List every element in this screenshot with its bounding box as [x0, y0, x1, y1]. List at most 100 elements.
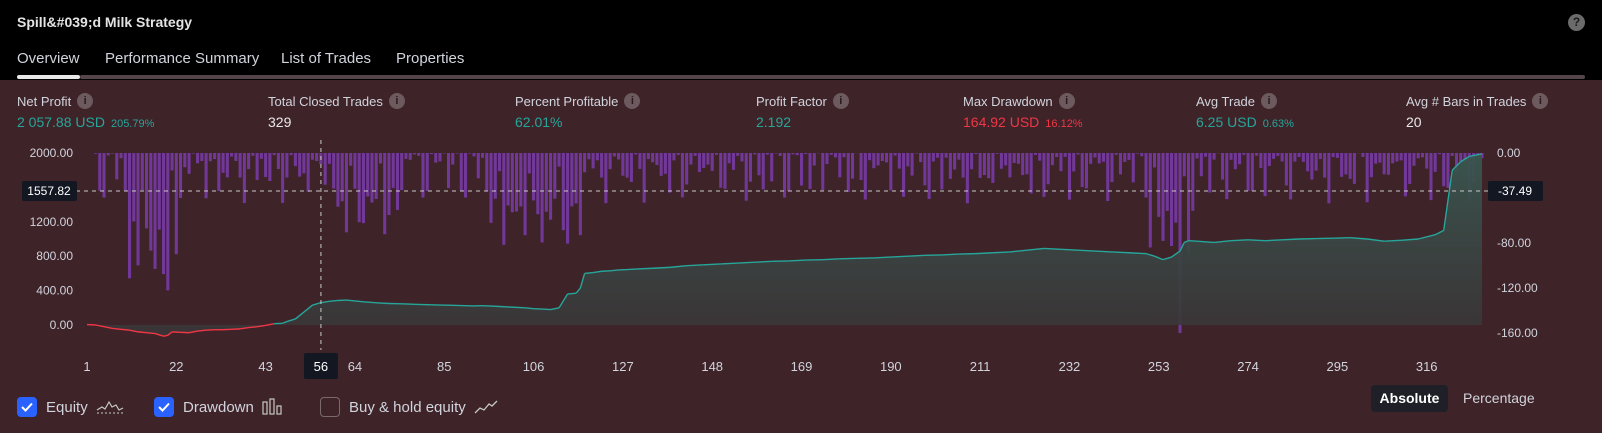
equity-segment [1094, 250, 1113, 253]
drawdown-bar [1178, 153, 1182, 333]
metric-label: Avg Trade [1196, 93, 1256, 109]
drawdown-bar [519, 153, 523, 207]
drawdown-bar [515, 153, 519, 212]
drawdown-bar [736, 153, 740, 156]
metric-value: 62.01% [515, 114, 563, 130]
drawdown-bar [255, 153, 259, 180]
drawdown-bar [919, 153, 923, 163]
x-tick-label: 22 [169, 359, 183, 374]
drawdown-bar [655, 153, 659, 165]
y-right-tick-label: -160.00 [1497, 326, 1538, 340]
drawdown-bar [395, 153, 400, 210]
drawdown-bar [1259, 153, 1263, 169]
drawdown-bar [289, 153, 293, 156]
equity-segment [294, 311, 305, 320]
active-tab-indicator [17, 75, 80, 79]
drawdown-bar [1097, 153, 1101, 164]
tab-properties[interactable]: Properties [396, 50, 465, 67]
drawdown-bar [812, 153, 816, 166]
drawdown-bar [1318, 153, 1322, 160]
drawdown-bar [510, 153, 514, 213]
drawdown-bar [1386, 153, 1390, 175]
drawdown-bar [697, 153, 701, 173]
drawdown-bar [600, 153, 604, 178]
drawdown-bar [1297, 153, 1301, 158]
drawdown-bar [1204, 153, 1208, 157]
percentage-toggle-button[interactable]: Percentage [1463, 390, 1535, 406]
drawdown-bar [174, 153, 178, 255]
metric-label: Net Profit [17, 93, 72, 109]
equity-segment [720, 262, 738, 265]
info-icon[interactable]: i [832, 93, 849, 109]
equity-segment [975, 252, 993, 255]
tab-list-of-trades[interactable]: List of Trades [281, 50, 372, 67]
drawdown-bar [1042, 153, 1046, 197]
drawdown-bar [1012, 153, 1016, 163]
drawdown-bar [1459, 153, 1463, 163]
drawdown-bar [1033, 153, 1037, 155]
drawdown-bar [1382, 153, 1386, 175]
drawdown-bar [583, 153, 587, 173]
legend-drawdown[interactable]: Drawdown [154, 397, 284, 417]
drawdown-bar [761, 153, 765, 190]
drawdown-bar [247, 153, 251, 170]
equity-segment [120, 328, 130, 331]
drawdown-bar [566, 153, 570, 244]
equity-segment [346, 299, 356, 302]
drawdown-bar [859, 153, 863, 181]
drawdown-bar [778, 153, 782, 156]
crosshair-x-value: 56 [314, 359, 328, 374]
equity-segment [703, 263, 721, 266]
drawdown-bar [1352, 153, 1356, 184]
drawdown-bar [825, 153, 829, 165]
equity-icon [96, 400, 123, 414]
drawdown-bar [259, 153, 263, 159]
info-icon[interactable]: i [1261, 93, 1278, 109]
equity-segment [1460, 155, 1470, 163]
metric-value: 2 057.88 USD [17, 114, 105, 130]
equity-checkbox[interactable] [17, 397, 37, 417]
buy-hold-checkbox[interactable] [320, 397, 340, 417]
drawdown-bar [1437, 153, 1442, 155]
info-icon[interactable]: i [77, 93, 94, 109]
info-icon[interactable]: i [1058, 93, 1075, 109]
drawdown-bar [1361, 153, 1365, 157]
equity-segment [265, 323, 275, 327]
metric-max-drawdown: Max Drawdown i 164.92 USD 16.12% [963, 93, 1083, 130]
legend-label: Buy & hold equity [349, 398, 466, 416]
legend-equity[interactable]: Equity [17, 397, 124, 417]
drawdown-bar [523, 153, 527, 236]
tab-overview[interactable]: Overview [17, 50, 80, 67]
equity-segment [1248, 239, 1266, 242]
drawdown-bar [1106, 153, 1110, 201]
y-left-tick-label: 800.00 [36, 249, 73, 263]
equity-chart[interactable]: 2000.00 1200.00 800.00 400.00 0.00 0.00 -80.0… [0, 135, 1602, 385]
drawdown-bar [944, 153, 948, 158]
drawdown-checkbox[interactable] [154, 397, 174, 417]
drawdown-bar [383, 153, 387, 235]
equity-segment [635, 267, 653, 270]
drawdown-bar [757, 153, 761, 176]
drawdown-bar [1340, 153, 1344, 177]
help-icon[interactable]: ? [1568, 14, 1585, 31]
drawdown-bar [1093, 153, 1097, 158]
equity-segment [95, 324, 105, 328]
tab-performance-summary[interactable]: Performance Summary [105, 50, 260, 67]
drawdown-bar [115, 153, 119, 180]
drawdown-bar [557, 153, 561, 167]
equity-segment [1162, 256, 1172, 261]
drawdown-bar [1293, 153, 1297, 162]
info-icon[interactable]: i [624, 93, 641, 109]
drawdown-bar [808, 153, 812, 189]
info-icon[interactable]: i [1532, 93, 1549, 109]
x-tick-label: 211 [970, 359, 991, 374]
drawdown-bar [327, 153, 331, 164]
info-icon[interactable]: i [388, 93, 405, 109]
equity-segment [103, 326, 113, 330]
equity-segment [112, 327, 122, 330]
legend-buy-hold[interactable]: Buy & hold equity [320, 397, 498, 417]
drawdown-bar [1191, 153, 1195, 211]
drawdown-bar [153, 153, 157, 269]
absolute-toggle-button[interactable]: Absolute [1371, 385, 1448, 412]
drawdown-bar [834, 153, 838, 158]
